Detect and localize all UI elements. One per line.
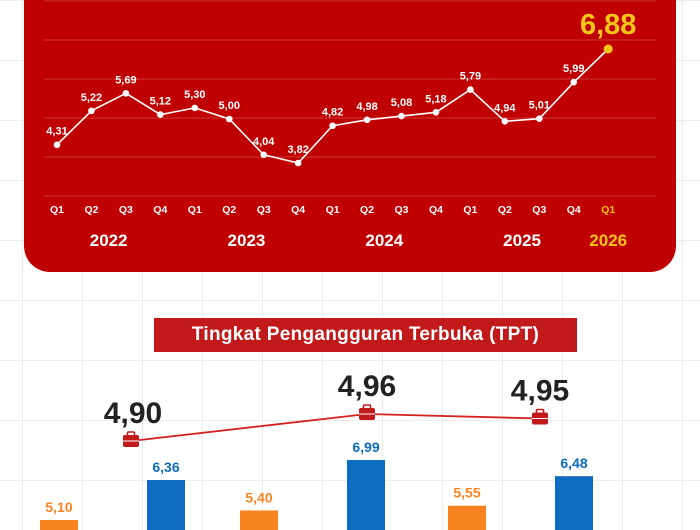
tpt-value-label: 4,95 <box>511 375 569 408</box>
orange-bar <box>240 510 278 530</box>
year-label: 2024 <box>365 231 403 250</box>
data-point <box>603 44 613 54</box>
data-label: 4,82 <box>322 107 343 119</box>
x-tick-label: Q3 <box>257 204 271 216</box>
data-point <box>88 107 95 115</box>
orange-bar <box>448 505 486 530</box>
tpt-line <box>130 413 541 442</box>
data-point <box>191 104 199 112</box>
x-tick-label: Q1 <box>50 204 64 216</box>
line-chart-panel <box>24 0 676 272</box>
data-label-highlight: 6,88 <box>580 9 636 41</box>
data-label: 4,98 <box>356 101 377 113</box>
bar-value-label: 6,99 <box>352 439 379 455</box>
briefcase-handle <box>126 431 136 437</box>
x-tick-label: Q1 <box>188 204 202 216</box>
data-point <box>363 116 371 124</box>
year-label: 2023 <box>228 231 266 250</box>
tpt-chart-title: Tingkat Pengangguran Terbuka (TPT) <box>154 318 577 352</box>
bar-value-label: 5,10 <box>45 499 72 515</box>
data-point <box>260 151 268 159</box>
data-label: 5,69 <box>115 74 136 86</box>
data-point <box>53 141 61 149</box>
data-label: 5,30 <box>184 89 205 101</box>
data-point <box>122 90 130 97</box>
data-label: 5,79 <box>460 71 481 83</box>
x-tick-label: Q2 <box>498 204 512 216</box>
bar-value-label: 6,36 <box>152 459 179 475</box>
bar-value-label: 5,40 <box>245 489 272 505</box>
data-label: 4,04 <box>253 136 275 148</box>
data-label: 5,01 <box>529 100 550 112</box>
x-tick-label: Q3 <box>532 204 546 216</box>
x-tick-label: Q2 <box>222 204 236 216</box>
blue-bar <box>147 480 185 530</box>
data-point <box>398 112 405 120</box>
x-tick-label: Q4 <box>291 204 305 216</box>
x-tick-label: Q3 <box>394 204 408 216</box>
x-tick-label: Q1 <box>463 204 477 216</box>
x-tick-label: Q4 <box>429 204 443 216</box>
x-tick-label: Q2 <box>84 204 98 216</box>
x-tick-label: Q1 <box>326 204 340 216</box>
tpt-value-label: 4,90 <box>104 397 162 430</box>
blue-bar <box>347 460 385 530</box>
bar-value-label: 5,55 <box>453 485 480 501</box>
data-label: 4,94 <box>494 102 516 114</box>
data-label: 5,99 <box>563 63 584 75</box>
data-point <box>294 159 302 167</box>
data-label: 5,12 <box>150 96 171 108</box>
year-label: 2022 <box>90 231 128 250</box>
data-point <box>467 86 474 93</box>
year-label: 2026 <box>589 231 627 250</box>
data-point <box>570 78 578 86</box>
briefcase-handle <box>535 408 545 415</box>
x-tick-label: Q4 <box>567 204 581 216</box>
data-point <box>157 111 164 118</box>
data-point <box>536 115 543 122</box>
data-label: 3,82 <box>287 144 308 156</box>
briefcase-handle <box>362 404 372 410</box>
tpt-value-label: 4,96 <box>338 370 396 403</box>
data-label: 5,22 <box>81 92 102 104</box>
x-tick-label: Q3 <box>119 204 133 216</box>
blue-bar <box>555 476 593 530</box>
x-tick-label: Q1 <box>601 204 615 216</box>
data-label: 5,00 <box>219 100 240 112</box>
orange-bar <box>40 520 78 530</box>
data-point <box>432 109 440 116</box>
data-point <box>501 117 509 125</box>
data-label: 5,08 <box>391 97 412 109</box>
x-tick-label: Q2 <box>360 204 374 216</box>
data-label: 4,31 <box>46 126 67 138</box>
data-label: 5,18 <box>425 93 446 105</box>
data-point <box>225 115 233 123</box>
year-label: 2025 <box>503 231 541 250</box>
bar-value-label: 6,48 <box>560 455 587 471</box>
data-point <box>329 122 336 130</box>
x-tick-label: Q4 <box>153 204 167 216</box>
